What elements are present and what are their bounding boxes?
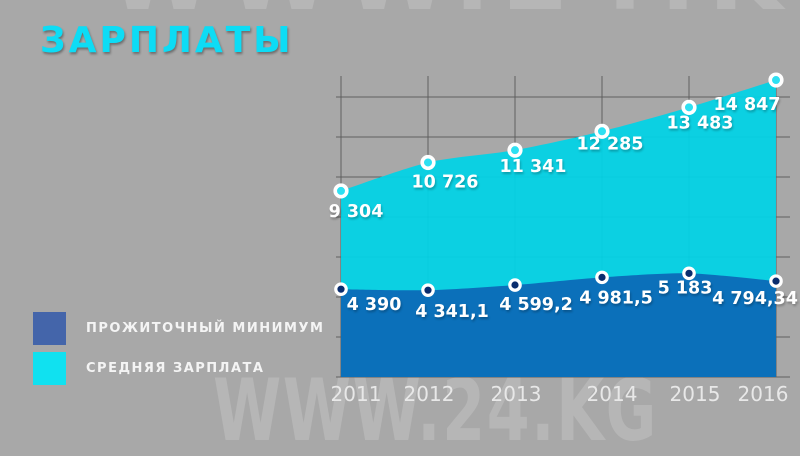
year-label: 2014: [587, 382, 638, 406]
chart-legend: ПРОЖИТОЧНЫЙ МИНИМУМ СРЕДНЯЯ ЗАРПЛАТА: [33, 312, 324, 392]
data-point-marker: [333, 183, 349, 199]
data-label: 4 981,5: [579, 288, 653, 308]
markers-average-salary: [333, 72, 784, 199]
watermark-top: WWW.24.KG: [108, 0, 800, 24]
legend-item-subsistence-minimum: ПРОЖИТОЧНЫЙ МИНИМУМ: [33, 312, 324, 345]
data-point-marker: [682, 266, 696, 281]
data-point-marker: [421, 283, 435, 297]
legend-swatch-subsistence-minimum: [33, 312, 66, 345]
data-point-marker: [334, 282, 348, 296]
data-label: 4 341,1: [415, 302, 489, 322]
data-label: 13 483: [667, 113, 734, 133]
data-label: 10 726: [412, 172, 479, 192]
data-point-marker: [420, 154, 436, 171]
markers-subsistence-minimum: [334, 266, 783, 297]
legend-label-average-salary: СРЕДНЯЯ ЗАРПЛАТА: [86, 361, 265, 376]
x-axis-labels: 2011 2012 2013 2014 2015 2016: [331, 382, 789, 406]
data-point-marker: [769, 274, 783, 288]
data-point-marker: [595, 270, 609, 285]
data-point-marker: [507, 142, 523, 158]
data-point-marker: [594, 123, 610, 139]
data-label: 12 285: [577, 134, 644, 154]
data-label: 14 847: [714, 95, 781, 115]
legend-label-subsistence-minimum: ПРОЖИТОЧНЫЙ МИНИМУМ: [86, 321, 325, 336]
data-point-marker: [508, 278, 522, 292]
data-label: 11 341: [500, 157, 567, 177]
data-label: 4 390: [347, 295, 402, 315]
page-title: ЗАРПЛАТЫ: [40, 20, 294, 61]
legend-item-average-salary: СРЕДНЯЯ ЗАРПЛАТА: [33, 352, 324, 385]
legend-swatch-average-salary: [33, 352, 66, 385]
watermark-bottom: WWW.24.KG: [213, 361, 658, 456]
data-point-marker: [681, 99, 697, 115]
area-subsistence-minimum: [341, 273, 776, 377]
data-point-marker: [768, 72, 784, 88]
year-label: 2016: [738, 382, 789, 406]
year-label: 2015: [670, 382, 721, 406]
year-label: 2012: [404, 382, 455, 406]
data-label: 9 304: [329, 202, 384, 222]
data-label: 4 599,2: [499, 295, 573, 315]
year-label: 2013: [491, 382, 542, 406]
year-label: 2011: [331, 382, 382, 406]
data-label: 4 794,34: [712, 289, 798, 309]
data-label: 5 183: [658, 278, 713, 298]
